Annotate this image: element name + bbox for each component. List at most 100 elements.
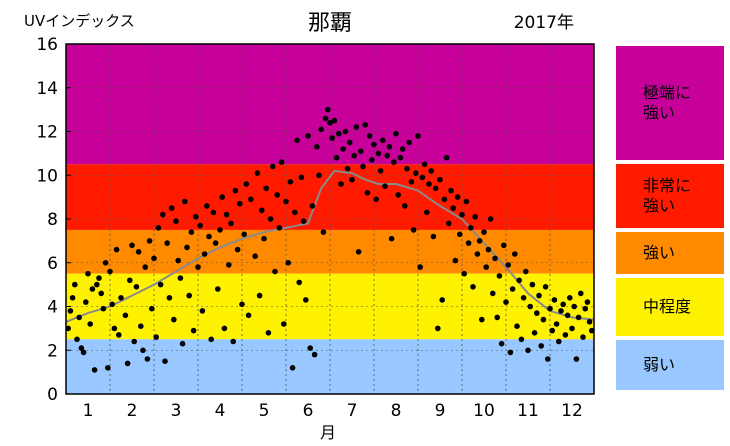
data-point <box>217 227 223 233</box>
data-point <box>483 264 490 270</box>
data-point <box>239 301 245 308</box>
data-point <box>118 295 124 301</box>
climatology-curve <box>65 169 595 323</box>
data-point <box>391 159 397 165</box>
data-point <box>538 343 544 349</box>
data-point <box>155 225 162 231</box>
legend-label-3: 中程度 <box>643 297 692 316</box>
data-point <box>567 295 573 301</box>
data-point <box>234 246 241 253</box>
year-label: 2017年 <box>514 13 574 33</box>
data-point <box>507 349 514 356</box>
data-point <box>107 268 113 275</box>
data-point <box>514 323 520 330</box>
data-point <box>105 365 111 371</box>
data-point <box>146 238 153 244</box>
data-point <box>201 251 208 257</box>
data-point <box>259 207 265 214</box>
data-point <box>402 203 408 209</box>
data-point <box>80 349 87 356</box>
data-point <box>164 240 170 246</box>
x-tick-labels: 1 2 3 4 5 6 7 8 9 10 11 12 <box>83 401 583 421</box>
data-point <box>369 157 375 163</box>
data-point <box>492 255 498 262</box>
data-point <box>520 295 527 301</box>
data-point <box>432 185 439 192</box>
data-point <box>536 292 542 299</box>
data-point <box>111 325 118 332</box>
data-point <box>142 264 148 270</box>
data-point <box>124 360 131 367</box>
x-tick-label: 4 <box>215 401 226 421</box>
data-point <box>129 242 135 249</box>
data-point <box>512 251 518 257</box>
data-point <box>320 229 327 235</box>
data-point <box>382 183 388 189</box>
data-point <box>318 126 325 133</box>
data-point <box>424 209 430 216</box>
data-point <box>437 176 443 183</box>
data-point <box>386 144 393 150</box>
y-tick-labels: 0 2 4 6 8 10 12 14 16 <box>36 35 71 405</box>
data-point <box>261 235 267 242</box>
data-point <box>96 275 102 281</box>
data-point <box>472 214 479 220</box>
data-point <box>314 144 320 150</box>
data-point <box>498 340 505 347</box>
data-point <box>193 214 199 220</box>
y-tick-label: 16 <box>36 35 58 55</box>
climatology-line <box>65 169 595 323</box>
y-tick-label: 0 <box>47 385 58 405</box>
data-point <box>558 308 564 314</box>
data-point <box>375 150 382 157</box>
data-point <box>582 305 588 312</box>
data-point <box>344 165 351 172</box>
legend-label-1: 非常に 強い <box>643 176 692 215</box>
data-point <box>384 152 391 159</box>
data-point <box>149 305 155 312</box>
data-point <box>331 117 338 124</box>
data-point <box>465 240 472 246</box>
data-point <box>74 336 80 343</box>
data-point <box>476 238 483 244</box>
data-point <box>289 365 296 371</box>
data-point <box>562 332 569 338</box>
data-point <box>232 187 239 194</box>
data-point <box>263 185 270 192</box>
data-point <box>256 292 263 299</box>
data-point <box>490 290 496 297</box>
y-tick-label: 14 <box>36 79 58 99</box>
data-point <box>419 174 426 181</box>
data-point <box>186 292 192 299</box>
data-point <box>523 268 529 275</box>
data-point <box>430 233 437 240</box>
data-point <box>307 345 314 351</box>
data-point <box>184 244 190 251</box>
data-point <box>182 198 188 205</box>
data-point <box>355 249 362 255</box>
data-point <box>380 137 386 144</box>
legend-label-0: 極端に 強い <box>643 83 692 122</box>
data-point <box>404 165 410 172</box>
data-point <box>215 286 221 292</box>
data-point <box>177 275 184 281</box>
data-point <box>245 312 252 319</box>
data-point <box>571 303 577 310</box>
data-point <box>325 106 331 113</box>
data-point <box>505 262 512 268</box>
data-point <box>388 235 395 242</box>
data-point <box>210 209 217 216</box>
x-tick-label: 10 <box>473 401 495 421</box>
data-point <box>340 146 347 152</box>
data-point <box>102 260 109 266</box>
data-point <box>575 314 582 321</box>
data-point <box>287 179 294 185</box>
data-point <box>527 303 533 310</box>
data-points <box>65 106 595 373</box>
data-point <box>364 190 371 196</box>
data-point <box>556 338 562 345</box>
data-point <box>133 284 140 290</box>
data-point <box>322 115 329 122</box>
x-tick-label: 8 <box>391 401 402 421</box>
